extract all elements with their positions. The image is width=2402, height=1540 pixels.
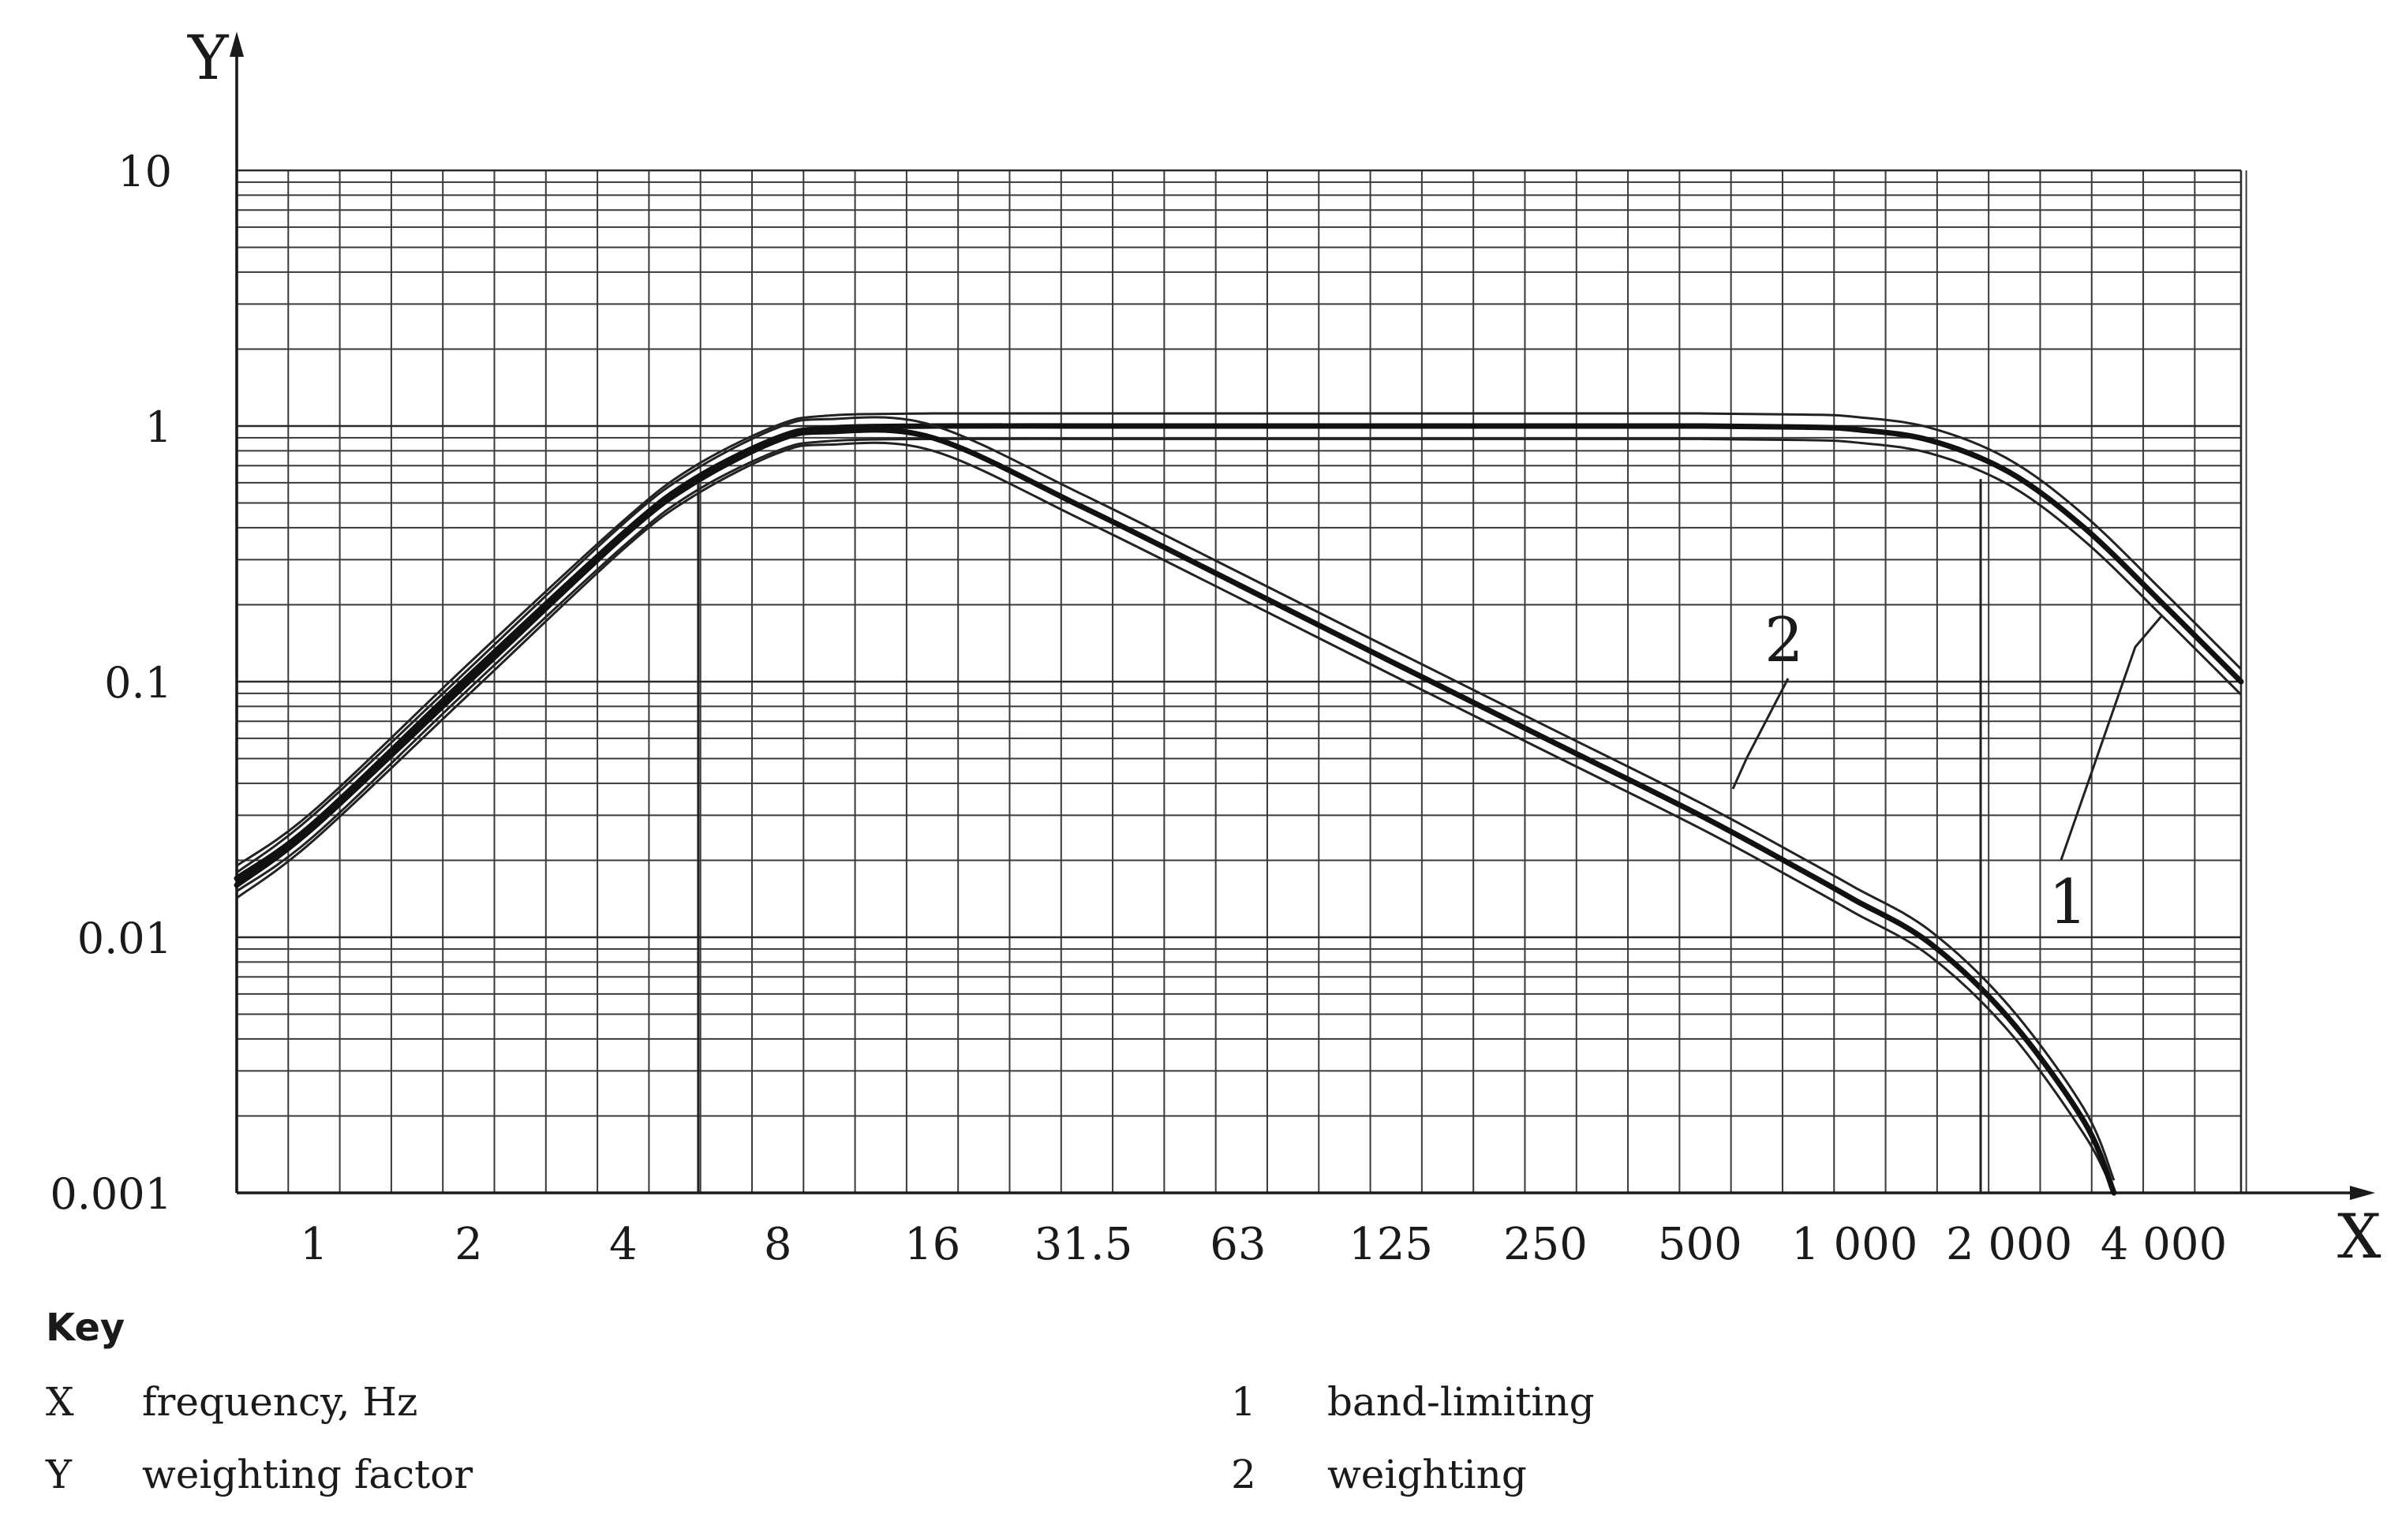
x-tick-label: 125 [1349,1219,1433,1270]
key-description: frequency, Hz [142,1379,418,1425]
callout-1-leader [2060,615,2164,861]
y-tick-label: 1 [145,402,172,452]
axes: Y X [187,23,2381,1273]
x-tick-label: 2 000 [1946,1219,2072,1270]
key-symbol: Y [46,1452,73,1497]
series-1-line [234,423,2244,881]
y-axis-label: Y [187,23,230,94]
y-tick-label: 0.1 [104,658,172,708]
y-tick-label: 0.01 [77,914,172,963]
x-tick-label: 1 [300,1219,328,1270]
x-tick-label: 250 [1503,1219,1588,1270]
callout-2-label: 2 [1764,605,1804,676]
x-tick-label: 4 000 [2101,1219,2227,1270]
key-description: weighting [1327,1452,1527,1497]
series-2-line [234,427,2117,1196]
grid [236,169,2247,1194]
y-axis-arrow [230,32,244,57]
callout-1-label: 1 [2048,867,2088,938]
x-tick-label: 500 [1658,1219,1742,1270]
x-tick-label: 31.5 [1035,1219,1133,1270]
x-tick-label: 63 [1210,1219,1266,1270]
callouts: 12 [1731,605,2164,938]
y-tick-label: 0.001 [50,1169,172,1219]
callout-2-leader [1731,678,1790,790]
key-description: band-limiting [1327,1379,1595,1425]
x-axis-arrow [2350,1186,2375,1200]
series-1-lower-tolerance [236,437,2243,892]
x-tick-label: 4 [609,1219,638,1270]
key-symbol: 2 [1231,1452,1256,1497]
curves [234,412,2244,1196]
y-tick-labels: 0.001 0.01 0.1 1 10 [50,147,172,1219]
key-title: Key [46,1306,125,1350]
x-tick-label: 2 [455,1219,483,1270]
x-tick-label: 8 [764,1219,792,1270]
x-axis-label: X [2337,1202,2381,1273]
y-tick-label: 10 [118,147,172,196]
series-2-lower-tolerance [236,441,2116,1194]
x-tick-label: 16 [904,1219,960,1270]
series-2-upper-tolerance [236,416,2116,1181]
key-symbol: X [46,1379,74,1425]
x-tick-label: 1 000 [1791,1219,1917,1270]
key-symbol: 1 [1231,1379,1256,1425]
x-tick-labels: 1 2 4 8 16 31.5 63 125 250 500 1 000 2 000 4 000 [300,1219,2227,1270]
series-1-upper-tolerance [236,412,2243,867]
key-description: weighting factor [142,1452,473,1497]
